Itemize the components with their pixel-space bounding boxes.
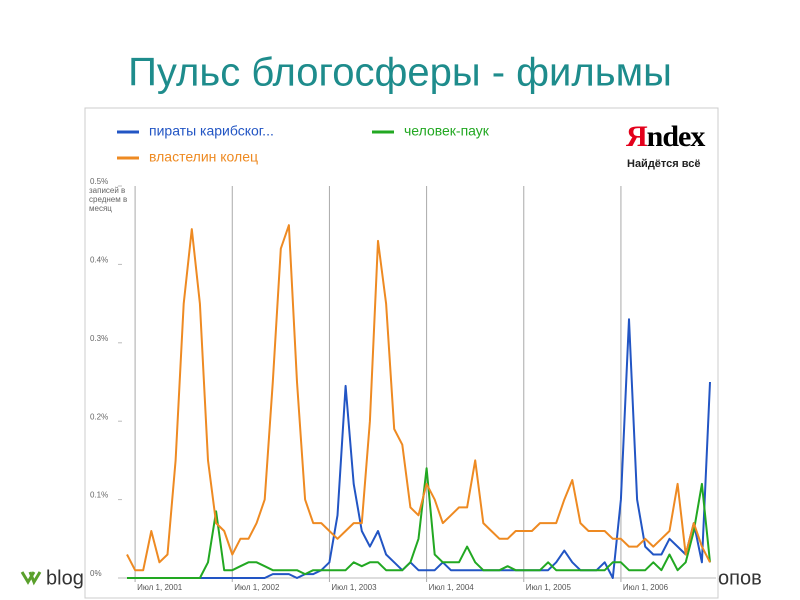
x-tick-label: Июл 1, 2003 [331, 583, 377, 592]
yandex-slogan: Найдётся всё [627, 158, 701, 170]
x-tick-label: Июл 1, 2002 [234, 583, 280, 592]
x-tick-label: Июл 1, 2004 [429, 583, 475, 592]
footer-left: blog [46, 567, 84, 589]
slide-title: Пульс блогосферы - фильмы [128, 51, 672, 95]
x-tick-label: Июл 1, 2005 [526, 583, 572, 592]
legend-label: пираты карибског... [149, 123, 274, 139]
plot: 0% 0.1% 0.2% 0.3% 0.4% 0.5% Июл 1, 2001 Июл 1, … [90, 123, 716, 592]
series-line [127, 318, 711, 579]
y-tick-label: 0.4% [90, 256, 108, 265]
chart-panel [84, 107, 719, 599]
legend-label: человек-паук [404, 123, 490, 139]
y-tick-label: 0.2% [90, 412, 108, 421]
series-line [126, 224, 711, 572]
legend-label: властелин колец [149, 149, 258, 165]
series-line [127, 467, 711, 579]
y-tick-label: 0% [90, 569, 102, 578]
yandex-logo: Яndex [626, 120, 705, 153]
y-tick-label: 0.1% [90, 491, 108, 500]
y-axis-label: записей в среднем в месяц [89, 186, 128, 213]
footer-icon [20, 571, 42, 586]
x-tick-label: Июл 1, 2006 [623, 583, 669, 592]
x-tick-label: Июл 1, 2001 [137, 583, 183, 592]
y-tick-label: 0.3% [90, 334, 108, 343]
y-tick-label: 0.5% [90, 177, 108, 186]
footer-right: опов [718, 567, 762, 589]
